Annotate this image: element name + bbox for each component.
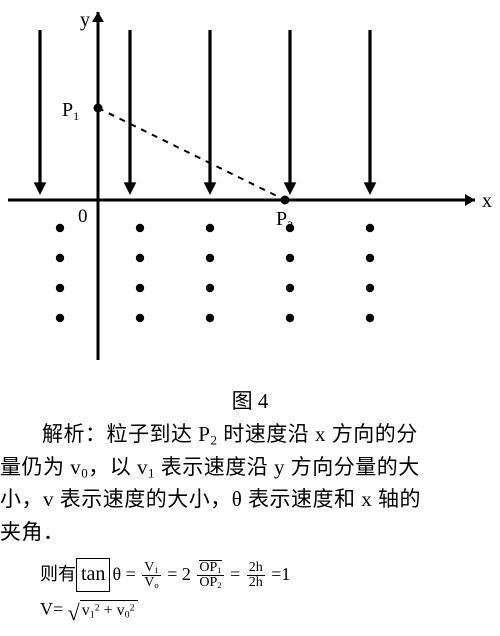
figure-caption: 图 4 <box>0 385 500 415</box>
para-frag: 小，v 表示速度的大小，θ 表示速度和 x 轴的 <box>0 487 421 511</box>
equation-line-1: 则有tanθ = V1 Vo = 2 OP1 OP2 = 2h 2h =1 <box>40 558 290 592</box>
equation-line-2: V= √ v12 + v02 <box>40 596 290 624</box>
para-frag: 解析：粒子到达 P <box>42 422 210 446</box>
V: V <box>40 599 53 619</box>
coef: 2 <box>182 564 191 584</box>
sup: 2 <box>130 602 135 613</box>
analysis-paragraph: 解析：粒子到达 P2 时速度沿 x 方向的分 量仍为 v0，以 v1 表示速度沿… <box>0 418 492 548</box>
svg-text:y: y <box>80 9 90 31</box>
physics-field-diagram: xy0P1P2 <box>0 0 500 380</box>
fraction-op1-op2: OP1 OP2 <box>197 561 223 591</box>
svg-text:x: x <box>482 190 492 212</box>
den: OP <box>199 575 217 590</box>
num: OP <box>199 560 217 575</box>
den: V <box>144 575 154 590</box>
diagram-svg: xy0P1P2 <box>0 0 500 380</box>
para-frag: 表示速度沿 y 方向分量的大 <box>155 455 420 479</box>
num: V <box>144 560 154 575</box>
fraction-v1-vo: V1 Vo <box>142 561 160 591</box>
fraction-2h-2h: 2h 2h <box>247 561 265 591</box>
sub: 1 <box>154 565 158 575</box>
theta: θ <box>112 564 121 584</box>
para-frag: 时速度沿 x 方向的分 <box>217 422 417 446</box>
sub: 1 <box>217 565 221 575</box>
para-frag: 量仍为 v <box>0 455 81 479</box>
svg-text:0: 0 <box>78 206 88 227</box>
equation-block: 则有tanθ = V1 Vo = 2 OP1 OP2 = 2h 2h =1 V=… <box>40 558 290 624</box>
tan-box: tan <box>76 558 110 592</box>
rad-term: v <box>82 602 90 619</box>
result: 1 <box>281 564 290 584</box>
sup: 2 <box>95 602 100 613</box>
para-sub: 1 <box>148 465 155 480</box>
sub: o <box>154 581 158 591</box>
rad-term: v <box>117 602 125 619</box>
sub: 2 <box>217 581 221 591</box>
sqrt: √ v12 + v02 <box>68 600 138 622</box>
den: 2h <box>247 576 265 591</box>
para-frag: 夹角． <box>0 520 65 544</box>
plus: + <box>104 602 113 619</box>
para-frag: ，以 v <box>88 455 148 479</box>
eq-prefix: 则有 <box>40 564 76 584</box>
num: 2h <box>247 561 265 577</box>
